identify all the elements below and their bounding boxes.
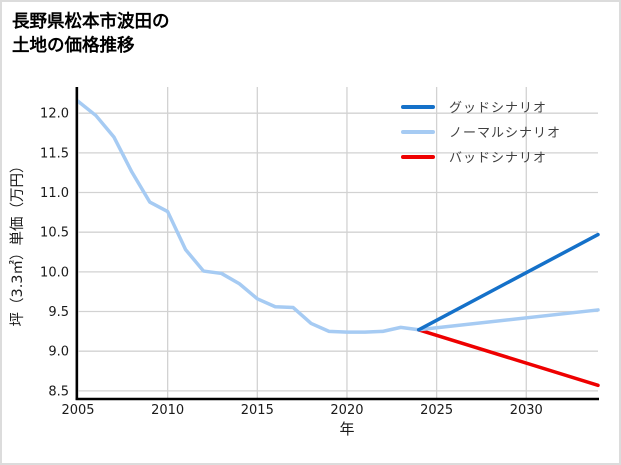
x-tick-label: 2020 bbox=[330, 403, 363, 418]
x-tick-label: 2015 bbox=[241, 403, 274, 418]
series-line bbox=[416, 328, 600, 388]
x-tick-label: 2025 bbox=[420, 403, 453, 418]
legend-line-sample-normal bbox=[401, 129, 435, 134]
series-line bbox=[416, 308, 600, 332]
y-tick-label: 10.5 bbox=[40, 226, 69, 241]
series-line bbox=[416, 232, 600, 332]
x-tick-label: 2005 bbox=[61, 403, 94, 418]
y-tick-label: 8.5 bbox=[48, 384, 69, 399]
y-tick-label: 11.5 bbox=[40, 146, 69, 161]
legend-label-bad: バッドシナリオ bbox=[449, 151, 548, 166]
legend-line-sample-good bbox=[401, 104, 435, 109]
legend-item-bad-scenario: バッドシナリオ bbox=[401, 144, 561, 169]
x-axis-label: 年 bbox=[339, 420, 354, 438]
y-tick-label: 9.5 bbox=[48, 305, 69, 320]
y-tick-label: 11.0 bbox=[40, 186, 69, 201]
legend: グッドシナリオ ノーマルシナリオ バッドシナリオ bbox=[401, 94, 561, 169]
series-line bbox=[76, 99, 421, 334]
x-tick-label: 2030 bbox=[510, 403, 543, 418]
legend-label-normal: ノーマルシナリオ bbox=[449, 126, 562, 141]
y-tick-label: 10.0 bbox=[40, 265, 69, 280]
legend-item-normal-scenario: ノーマルシナリオ bbox=[401, 119, 561, 144]
chart-title: 長野県松本市波田の 土地の価格推移 bbox=[12, 10, 170, 58]
chart-title-line1: 長野県松本市波田の bbox=[12, 12, 170, 32]
y-tick-label: 9.0 bbox=[48, 345, 69, 360]
legend-item-good-scenario: グッドシナリオ bbox=[401, 94, 561, 119]
legend-line-sample-bad bbox=[401, 154, 435, 159]
x-tick-label: 2010 bbox=[151, 403, 184, 418]
chart-title-line2: 土地の価格推移 bbox=[12, 36, 135, 56]
legend-label-good: グッドシナリオ bbox=[449, 101, 548, 116]
y-tick-label: 12.0 bbox=[40, 107, 69, 122]
y-axis-label: 坪（3.3㎡）単価（万円） bbox=[9, 158, 26, 326]
